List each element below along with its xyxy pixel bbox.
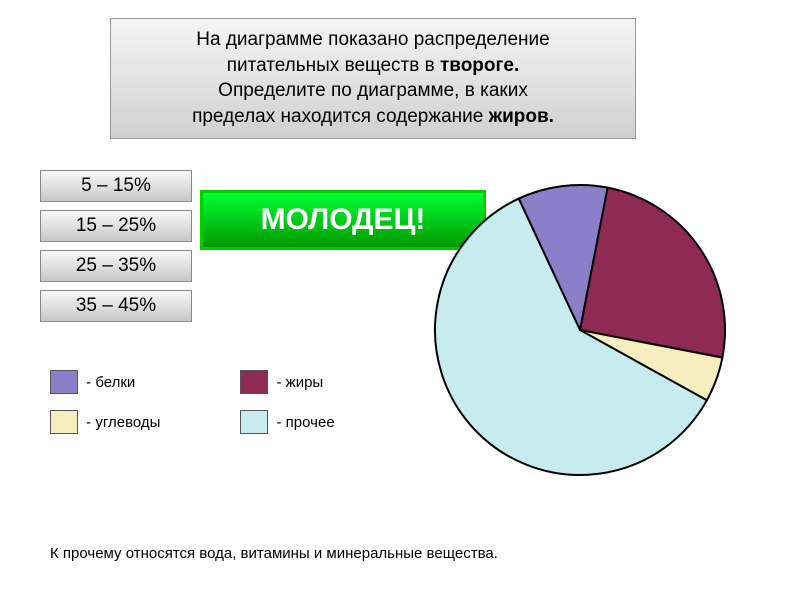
answer-1[interactable]: 5 – 15% [40, 170, 192, 202]
q-line4a: пределах находится содержание [192, 106, 489, 127]
q-line4b: жиров. [489, 106, 554, 127]
legend: - белки - жиры - углеводы - прочее [50, 370, 427, 450]
feedback-text: МОЛОДЕЦ! [261, 203, 426, 236]
swatch-other [240, 410, 268, 434]
swatch-carbs [50, 410, 78, 434]
q-line3: Определите по диаграмме, в каких [218, 80, 528, 101]
legend-label-proteins: - белки [86, 374, 236, 391]
answer-3[interactable]: 25 – 35% [40, 250, 192, 282]
answer-4[interactable]: 35 – 45% [40, 290, 192, 322]
legend-label-carbs: - углеводы [86, 414, 236, 431]
swatch-fats [240, 370, 268, 394]
question-box: На диаграмме показано распределение пита… [110, 18, 636, 139]
q-line1: На диаграмме показано распределение [196, 29, 549, 50]
legend-label-fats: - жиры [277, 374, 427, 391]
q-line2a: питательных веществ в [227, 55, 440, 76]
pie-chart [430, 180, 730, 480]
answer-2[interactable]: 15 – 25% [40, 210, 192, 242]
pie-slice-жиры [580, 188, 725, 358]
footnote: К прочему относятся вода, витамины и мин… [50, 545, 498, 562]
swatch-proteins [50, 370, 78, 394]
legend-label-other: - прочее [277, 414, 427, 431]
q-line2b: твороге. [440, 55, 519, 76]
